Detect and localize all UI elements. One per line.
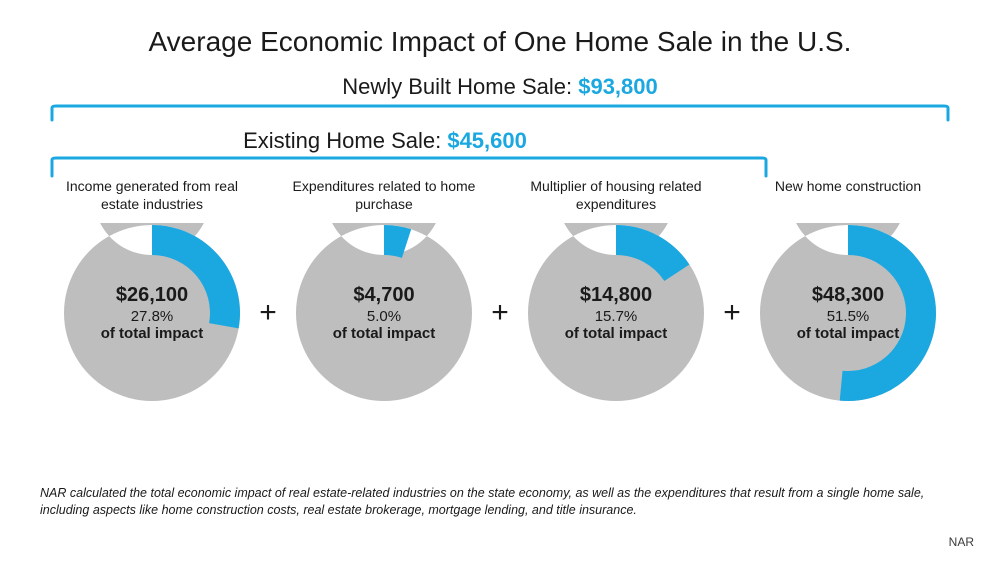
bracket-inner-svg [50, 156, 768, 178]
donut-2: $14,800 15.7% of total impact [526, 223, 706, 403]
donut-sub-2: of total impact [565, 325, 668, 342]
chart-label-1: Expenditures related to home purchase [282, 178, 486, 213]
donut-sub-1: of total impact [333, 325, 436, 342]
donut-3: $48,300 51.5% of total impact [758, 223, 938, 403]
chart-label-0: Income generated from real estate indust… [50, 178, 254, 213]
page-root: Average Economic Impact of One Home Sale… [0, 0, 1000, 563]
bracket-inner [50, 156, 768, 183]
footnote: NAR calculated the total economic impact… [40, 485, 960, 519]
donut-center-3: $48,300 51.5% of total impact [758, 223, 938, 403]
chart-cell-3: $48,300 51.5% of total impact [746, 223, 950, 403]
donut-percent-3: 51.5% [827, 308, 870, 325]
donut-center-2: $14,800 15.7% of total impact [526, 223, 706, 403]
page-title: Average Economic Impact of One Home Sale… [30, 26, 970, 58]
plus-0: + [254, 296, 282, 330]
donut-center-1: $4,700 5.0% of total impact [294, 223, 474, 403]
bracket-outer [50, 104, 950, 122]
donut-0: $26,100 27.8% of total impact [62, 223, 242, 403]
donut-percent-0: 27.8% [131, 308, 174, 325]
existing-home-label: Existing Home Sale: [243, 128, 447, 153]
donut-percent-1: 5.0% [367, 308, 401, 325]
plus-1: + [486, 296, 514, 330]
donut-sub-3: of total impact [797, 325, 900, 342]
chart-cell-1: $4,700 5.0% of total impact [282, 223, 486, 403]
chart-cell-2: $14,800 15.7% of total impact [514, 223, 718, 403]
charts-row: $26,100 27.8% of total impact + $4,700 5… [50, 223, 950, 403]
donut-sub-0: of total impact [101, 325, 204, 342]
bracket-inner-wrap [50, 156, 950, 178]
chart-label-3: New home construction [746, 178, 950, 196]
existing-home-value: $45,600 [447, 128, 527, 153]
donut-percent-2: 15.7% [595, 308, 638, 325]
donut-amount-0: $26,100 [116, 284, 188, 306]
donut-amount-1: $4,700 [353, 284, 414, 306]
newly-built-label: Newly Built Home Sale: [342, 74, 578, 99]
newly-built-value: $93,800 [578, 74, 658, 99]
source-label: NAR [949, 535, 974, 549]
bracket-outer-svg [50, 104, 950, 122]
chart-cell-0: $26,100 27.8% of total impact [50, 223, 254, 403]
plus-2: + [718, 296, 746, 330]
donut-1: $4,700 5.0% of total impact [294, 223, 474, 403]
donut-amount-2: $14,800 [580, 284, 652, 306]
existing-home-row: Existing Home Sale: $45,600 [30, 128, 970, 154]
chart-labels-row: Income generated from real estate indust… [50, 178, 950, 213]
chart-label-2: Multiplier of housing related expenditur… [514, 178, 718, 213]
newly-built-row: Newly Built Home Sale: $93,800 [30, 74, 970, 100]
donut-amount-3: $48,300 [812, 284, 884, 306]
donut-center-0: $26,100 27.8% of total impact [62, 223, 242, 403]
